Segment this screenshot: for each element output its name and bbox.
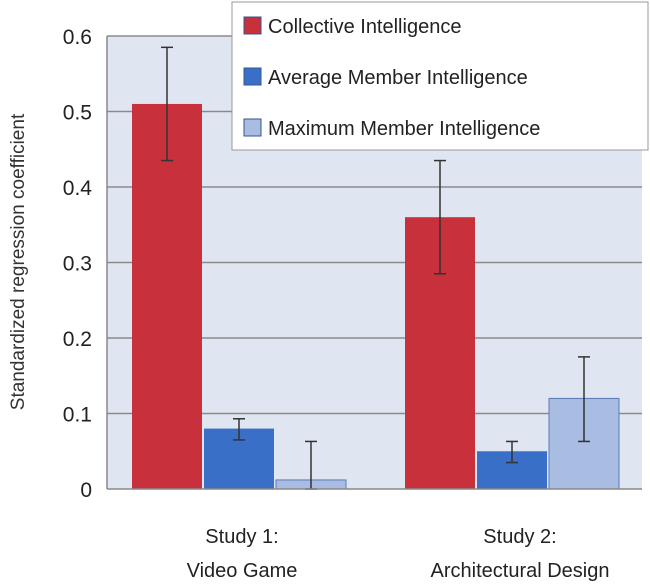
category-labels: Study 1: Video Game Study 2: Architectural …: [187, 526, 610, 582]
y-axis-title: Standardized regression coefficient: [8, 113, 29, 410]
legend: Collective Intelligence Average Member In…: [231, 1, 649, 151]
legend-swatch: [243, 16, 262, 35]
y-tick-label: 0.2: [63, 328, 92, 351]
bar: [132, 103, 202, 489]
y-tick-label: 0: [80, 479, 92, 502]
y-tick-label: 0.4: [63, 177, 93, 200]
y-axis-ticks: 0 0.1 0.2 0.3 0.4 0.5 0.6: [63, 26, 93, 502]
y-tick-label: 0.6: [63, 26, 92, 49]
category-label: Video Game: [187, 560, 298, 582]
y-tick-label: 0.3: [63, 253, 92, 276]
legend-label: Collective Intelligence: [268, 16, 461, 38]
bars: [132, 103, 620, 490]
category-label: Study 1:: [205, 526, 278, 548]
y-tick-label: 0.1: [63, 404, 92, 427]
category-label: Study 2:: [483, 526, 556, 548]
legend-label: Average Member Intelligence: [268, 67, 528, 89]
legend-label: Maximum Member Intelligence: [268, 118, 540, 140]
category-label: Architectural Design: [431, 560, 610, 582]
legend-swatch: [243, 118, 262, 137]
y-tick-label: 0.5: [63, 102, 92, 125]
error-bars: [161, 46, 590, 490]
legend-box: [231, 1, 649, 151]
legend-swatch: [243, 67, 262, 86]
